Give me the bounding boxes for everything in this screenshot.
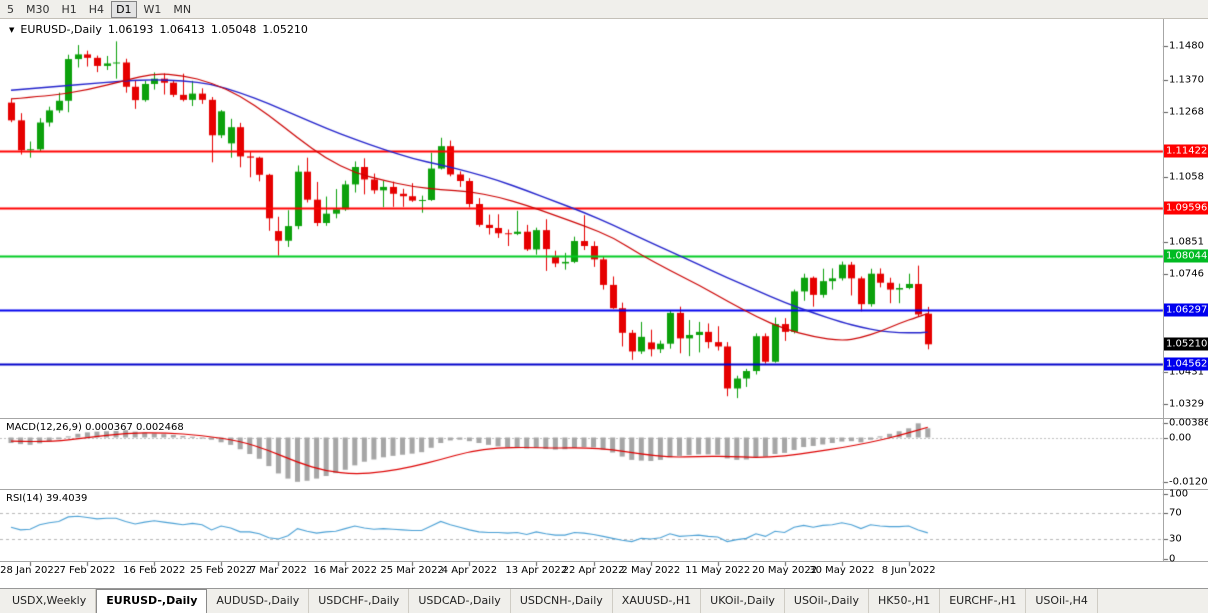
ohlc-low: 1.05048	[210, 23, 257, 36]
time-axis-label: 22 Apr 2022	[562, 565, 625, 576]
support-badge-green: 1.08044	[1164, 249, 1208, 263]
ohlc-high: 1.06413	[159, 23, 205, 36]
resistance-badge-lower: 1.09596	[1164, 201, 1208, 215]
symbol-tab-usdchf-daily[interactable]: USDCHF-,Daily	[309, 589, 410, 613]
rsi-axis-label: 0	[1169, 553, 1176, 564]
rsi-indicator-label: RSI(14) 39.4039	[6, 493, 88, 504]
symbol-tab-xauusd-h1[interactable]: XAUUSD-,H1	[613, 589, 702, 613]
macd-axis-label: 0.00386	[1169, 417, 1208, 429]
timeframe-button-d1[interactable]: D1	[111, 0, 137, 18]
symbol-tab-usdcad-daily[interactable]: USDCAD-,Daily	[409, 589, 511, 613]
timeframe-button-mn[interactable]: MN	[173, 2, 192, 16]
time-axis-label: 30 May 2022	[809, 565, 875, 576]
current-price-badge: 1.05210	[1164, 337, 1208, 351]
timeframe-button-h4[interactable]: H4	[88, 2, 105, 16]
price-axis-label: 1.1058	[1169, 171, 1204, 183]
time-axis-label: 16 Feb 2022	[123, 565, 186, 576]
symbol-tabbar: USDX,Weekly EURUSD-,Daily AUDUSD-,Daily USD…	[0, 588, 1208, 613]
time-axis-label: 13 Apr 2022	[505, 565, 568, 576]
symbol-tab-audusd-daily[interactable]: AUDUSD-,Daily	[207, 589, 310, 613]
ohlc-open: 1.06193	[107, 23, 154, 36]
rsi-pane-splitter[interactable]	[0, 489, 1208, 490]
time-axis-label: 28 Jan 2022	[0, 565, 61, 576]
symbol-tab-usoil-daily[interactable]: USOil-,Daily	[785, 589, 869, 613]
time-axis-label: 11 May 2022	[685, 565, 751, 576]
price-axis-label: 1.0329	[1169, 398, 1204, 410]
price-axis-label: 1.1370	[1169, 74, 1204, 86]
symbol-tab-hk50-h1[interactable]: HK50-,H1	[869, 589, 941, 613]
time-axis-separator	[0, 561, 1208, 562]
symbol-tab-eurchf-h1[interactable]: EURCHF-,H1	[940, 589, 1027, 613]
timeframe-toolbar: 5 M30 H1 H4 D1 W1 MN	[0, 0, 1208, 19]
symbol-tab-usdx-weekly[interactable]: USDX,Weekly	[3, 589, 97, 613]
macd-indicator-label: MACD(12,26,9) 0.000367 0.002468	[6, 422, 184, 433]
macd-axis-label: 0.00	[1169, 432, 1192, 443]
time-axis-label: 2 May 2022	[621, 565, 681, 576]
rsi-axis-label: 70	[1169, 507, 1182, 519]
time-axis-label: 4 Apr 2022	[441, 565, 498, 576]
timeframe-button-5[interactable]: 5	[7, 2, 14, 16]
symbol-tab-usoil-h4[interactable]: USOil-,H4	[1026, 589, 1098, 613]
time-axis-label: 16 Mar 2022	[313, 565, 377, 576]
macd-axis-label: -0.01208	[1169, 476, 1208, 488]
time-axis-label: 25 Mar 2022	[380, 565, 444, 576]
price-axis-label: 1.0746	[1169, 268, 1204, 280]
resistance-badge-upper: 1.11422	[1164, 144, 1208, 158]
chart-symbol-label: EURUSD-,Daily	[20, 23, 102, 36]
rsi-axis-label: 100	[1169, 488, 1189, 499]
price-axis-label: 1.0851	[1169, 236, 1204, 248]
ohlc-close: 1.05210	[262, 23, 308, 36]
time-axis-label: 7 Feb 2022	[59, 565, 116, 576]
time-axis-label: 8 Jun 2022	[881, 565, 936, 576]
symbol-tab-eurusd-daily[interactable]: EURUSD-,Daily	[96, 589, 208, 613]
one-click-trading-arrow-icon[interactable]: ▼	[9, 25, 15, 34]
symbol-tab-ukoil-daily[interactable]: UKOil-,Daily	[701, 589, 785, 613]
timeframe-button-m30[interactable]: M30	[26, 2, 50, 16]
timeframe-button-w1[interactable]: W1	[143, 2, 162, 16]
price-axis-label: 1.0431	[1169, 366, 1204, 378]
symbol-tab-usdcnh-daily[interactable]: USDCNH-,Daily	[511, 589, 613, 613]
rsi-axis-label: 30	[1169, 533, 1182, 545]
time-axis-label: 7 Mar 2022	[249, 565, 307, 576]
price-axis-label: 1.1480	[1169, 40, 1204, 52]
timeframe-button-h1[interactable]: H1	[61, 2, 77, 16]
price-axis-border	[1163, 19, 1164, 562]
time-axis-label: 20 May 2022	[751, 565, 818, 576]
macd-pane-splitter[interactable]	[0, 418, 1208, 419]
level-badge-blue-upper: 1.06297	[1164, 303, 1208, 317]
price-axis-label: 1.1268	[1169, 106, 1204, 118]
chart-canvas[interactable]	[0, 0, 1208, 590]
level-badge-blue-lower: 1.04562	[1164, 357, 1208, 371]
time-axis-label: 25 Feb 2022	[189, 565, 253, 576]
chart-ohlc-header: ▼ EURUSD-,Daily 1.06193 1.06413 1.05048 …	[9, 23, 308, 36]
